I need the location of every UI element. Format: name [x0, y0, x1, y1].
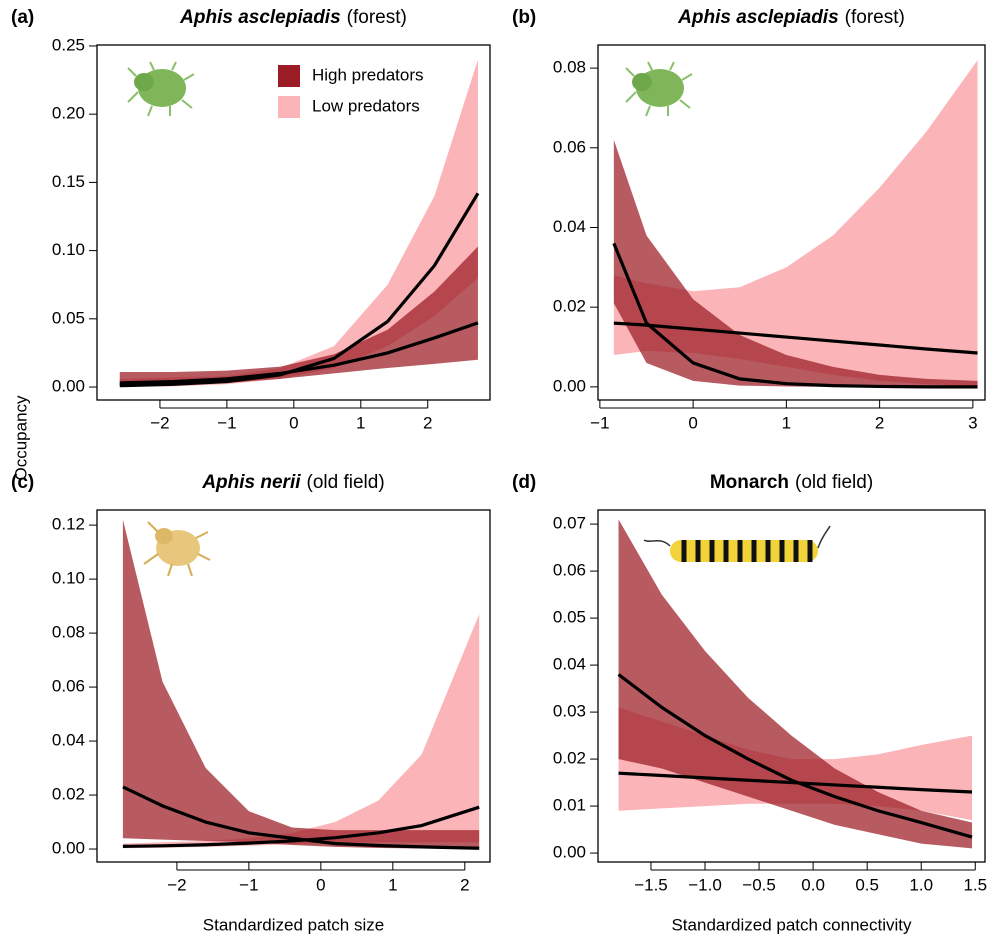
mean-line	[613, 321, 978, 355]
y-tick-label: 0.07	[553, 514, 586, 533]
legend-swatch	[278, 96, 300, 118]
mean-line	[122, 785, 480, 850]
x-tick-label: −2	[167, 875, 186, 894]
legend-label: High predators	[312, 65, 424, 84]
x-tick-label: −0.5	[742, 875, 776, 894]
confidence-band	[618, 519, 973, 849]
confidence-band	[122, 519, 480, 849]
y-tick-label: 0.10	[52, 240, 85, 259]
confidence-band	[119, 246, 478, 386]
mean-line	[618, 771, 973, 794]
title-species: Aphis nerii	[201, 472, 301, 493]
aphid-icon	[625, 61, 693, 117]
x-tick-label: 1.0	[909, 875, 933, 894]
y-tick-label: 0.02	[52, 785, 85, 804]
x-tick-label: 1.5	[963, 875, 987, 894]
mean-line	[617, 673, 973, 839]
y-tick-label: 0.04	[553, 217, 586, 236]
y-tick-label: 0.00	[52, 377, 85, 396]
x-tick-label: 3	[968, 413, 977, 432]
title-species: Aphis asclepiadis	[677, 7, 839, 28]
y-tick-label: 0.06	[52, 677, 85, 696]
mean-line	[122, 805, 480, 848]
legend-swatch	[278, 65, 300, 87]
y-tick-label: 0.04	[553, 655, 586, 674]
panel-label: (b)	[512, 7, 536, 28]
y-axis-label: Occupancy	[11, 395, 30, 481]
y-tick-label: 0.05	[52, 308, 85, 327]
panel-label: (d)	[512, 472, 536, 493]
x-tick-label: −1	[590, 413, 609, 432]
x-tick-label: 2	[460, 875, 469, 894]
y-tick-label: 0.06	[553, 561, 586, 580]
x-tick-label: 0.0	[801, 875, 825, 894]
y-tick-label: 0.25	[52, 35, 85, 54]
title-habitat: (old field)	[795, 472, 873, 493]
title-habitat: (forest)	[845, 7, 905, 28]
panel-label: (c)	[11, 472, 34, 493]
x-tick-label: 1	[782, 413, 791, 432]
y-tick-label: 0.01	[553, 796, 586, 815]
x-tick-label: 0	[688, 413, 697, 432]
x-tick-label: 2	[423, 413, 432, 432]
mean-line	[119, 192, 480, 388]
panel-title: Aphis asclepiadis (forest)	[677, 7, 905, 28]
y-tick-label: 0.12	[52, 515, 85, 534]
y-tick-label: 0.10	[52, 569, 85, 588]
x-tick-label: 1	[356, 413, 365, 432]
x-tick-label: 0	[289, 413, 298, 432]
x-tick-label: −1.0	[688, 875, 722, 894]
y-tick-label: 0.15	[52, 172, 85, 191]
mean-line	[119, 321, 479, 385]
x-tick-label: 0	[316, 875, 325, 894]
y-tick-label: 0.20	[52, 104, 85, 123]
x-tick-label: −1	[217, 413, 236, 432]
caterpillar-icon	[643, 525, 831, 562]
y-tick-label: 0.00	[553, 376, 586, 395]
legend-label: Low predators	[312, 96, 420, 115]
x-tick-label: 2	[875, 413, 884, 432]
aphid-icon	[127, 61, 195, 117]
x-axis-label: Standardized patch size	[203, 915, 384, 934]
y-tick-label: 0.00	[553, 843, 586, 862]
y-tick-label: 0.08	[52, 623, 85, 642]
y-tick-label: 0.04	[52, 731, 85, 750]
title-species: Monarch	[710, 472, 789, 493]
y-tick-label: 0.06	[553, 137, 586, 156]
y-tick-label: 0.08	[553, 58, 586, 77]
confidence-band	[613, 139, 978, 387]
x-tick-label: −2	[150, 413, 169, 432]
panel-title: Aphis asclepiadis (forest)	[179, 7, 407, 28]
title-habitat: (forest)	[347, 7, 407, 28]
y-tick-label: 0.00	[52, 839, 85, 858]
mean-line	[612, 242, 978, 389]
panel-title: Monarch (old field)	[710, 472, 873, 493]
x-tick-label: −1	[239, 875, 258, 894]
title-species: Aphis asclepiadis	[179, 7, 341, 28]
panel-label: (a)	[11, 7, 34, 28]
confidence-band	[613, 60, 978, 387]
y-tick-label: 0.02	[553, 749, 586, 768]
y-tick-label: 0.02	[553, 297, 586, 316]
confidence-band	[122, 614, 480, 849]
panel-title: Aphis nerii (old field)	[201, 472, 384, 493]
confidence-band	[119, 59, 478, 387]
x-tick-label: −1.5	[634, 875, 668, 894]
title-habitat: (old field)	[307, 472, 385, 493]
aphid-icon	[143, 521, 211, 577]
y-tick-label: 0.05	[553, 608, 586, 627]
x-tick-label: 0.5	[855, 875, 879, 894]
x-axis-label: Standardized patch connectivity	[671, 915, 912, 934]
x-tick-label: 1	[388, 875, 397, 894]
y-tick-label: 0.03	[553, 702, 586, 721]
